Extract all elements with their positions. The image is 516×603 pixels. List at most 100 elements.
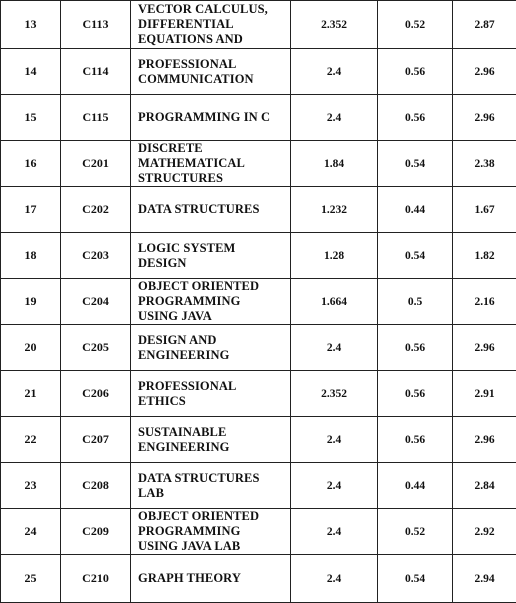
value-1-cell: 2.4 xyxy=(291,463,378,509)
value-3-cell: 2.96 xyxy=(453,325,516,371)
value-3-cell: 2.96 xyxy=(453,95,516,141)
value-1-text: 2.352 xyxy=(291,388,377,400)
course-name-text: OBJECT ORIENTED PROGRAMMING USING JAVA xyxy=(135,279,290,324)
course-name-cell: OBJECT ORIENTED PROGRAMMING USING JAVA xyxy=(131,279,291,325)
value-2-cell: 0.52 xyxy=(378,1,453,49)
course-name-cell: DISCRETE MATHEMATICAL STRUCTURES xyxy=(131,141,291,187)
course-name-text: SUSTAINABLE ENGINEERING xyxy=(135,425,290,455)
value-2-cell: 0.54 xyxy=(378,233,453,279)
value-1-cell: 2.4 xyxy=(291,509,378,555)
value-3-text: 2.96 xyxy=(453,342,516,354)
value-1-text: 2.4 xyxy=(291,342,377,354)
value-2-cell: 0.5 xyxy=(378,279,453,325)
value-1-text: 2.4 xyxy=(291,434,377,446)
serial-number-cell: 14 xyxy=(1,49,61,95)
serial-number-text: 20 xyxy=(1,340,60,355)
value-2-text: 0.52 xyxy=(378,526,452,538)
value-3-text: 2.87 xyxy=(453,19,516,31)
serial-number-cell: 16 xyxy=(1,141,61,187)
course-name-cell: PROGRAMMING IN C xyxy=(131,95,291,141)
course-name-text: PROGRAMMING IN C xyxy=(135,110,290,125)
value-1-text: 2.4 xyxy=(291,112,377,124)
course-code-text: C201 xyxy=(61,156,130,171)
course-name-cell: DATA STRUCTURES xyxy=(131,187,291,233)
value-3-text: 2.92 xyxy=(453,526,516,538)
value-3-text: 2.91 xyxy=(453,388,516,400)
course-name-text: PROFESSIONAL ETHICS xyxy=(135,379,290,409)
course-name-text: DESIGN AND ENGINEERING xyxy=(135,333,290,363)
value-3-text: 2.94 xyxy=(453,573,516,585)
serial-number-text: 13 xyxy=(1,17,60,32)
course-code-text: C205 xyxy=(61,340,130,355)
serial-number-cell: 13 xyxy=(1,1,61,49)
value-2-text: 0.56 xyxy=(378,112,452,124)
serial-number-cell: 20 xyxy=(1,325,61,371)
serial-number-cell: 15 xyxy=(1,95,61,141)
value-3-cell: 2.94 xyxy=(453,555,516,603)
value-1-cell: 2.4 xyxy=(291,49,378,95)
value-1-cell: 1.664 xyxy=(291,279,378,325)
value-1-cell: 2.4 xyxy=(291,95,378,141)
value-2-text: 0.54 xyxy=(378,250,452,262)
value-1-cell: 2.352 xyxy=(291,1,378,49)
value-1-cell: 2.4 xyxy=(291,417,378,463)
serial-number-text: 14 xyxy=(1,64,60,79)
course-name-text: DISCRETE MATHEMATICAL STRUCTURES xyxy=(135,141,290,186)
value-2-text: 0.56 xyxy=(378,434,452,446)
value-2-text: 0.54 xyxy=(378,573,452,585)
course-name-cell: PROFESSIONAL ETHICS xyxy=(131,371,291,417)
value-2-cell: 0.56 xyxy=(378,325,453,371)
course-code-text: C209 xyxy=(61,524,130,539)
course-name-text: PROFESSIONAL COMMUNICATION xyxy=(135,57,290,87)
value-2-cell: 0.54 xyxy=(378,141,453,187)
value-2-text: 0.5 xyxy=(378,296,452,308)
value-3-text: 2.96 xyxy=(453,434,516,446)
value-3-text: 1.67 xyxy=(453,204,516,216)
value-2-text: 0.56 xyxy=(378,66,452,78)
value-2-text: 0.44 xyxy=(378,480,452,492)
serial-number-text: 15 xyxy=(1,110,60,125)
course-name-text: OBJECT ORIENTED PROGRAMMING USING JAVA L… xyxy=(135,509,290,554)
serial-number-cell: 18 xyxy=(1,233,61,279)
value-3-cell: 2.16 xyxy=(453,279,516,325)
course-name-cell: VECTOR CALCULUS, DIFFERENTIAL EQUATIONS … xyxy=(131,1,291,49)
value-2-cell: 0.56 xyxy=(378,95,453,141)
serial-number-cell: 19 xyxy=(1,279,61,325)
course-name-cell: GRAPH THEORY xyxy=(131,555,291,603)
course-code-text: C210 xyxy=(61,571,130,586)
value-3-text: 1.82 xyxy=(453,250,516,262)
course-code-text: C207 xyxy=(61,432,130,447)
course-name-cell: DATA STRUCTURES LAB xyxy=(131,463,291,509)
serial-number-cell: 21 xyxy=(1,371,61,417)
value-2-text: 0.56 xyxy=(378,388,452,400)
course-name-cell: LOGIC SYSTEM DESIGN xyxy=(131,233,291,279)
course-code-cell: C113 xyxy=(61,1,131,49)
course-code-cell: C208 xyxy=(61,463,131,509)
serial-number-text: 25 xyxy=(1,571,60,586)
value-2-text: 0.56 xyxy=(378,342,452,354)
value-1-text: 2.4 xyxy=(291,573,377,585)
value-3-cell: 2.91 xyxy=(453,371,516,417)
value-2-cell: 0.44 xyxy=(378,463,453,509)
serial-number-text: 17 xyxy=(1,202,60,217)
course-code-cell: C202 xyxy=(61,187,131,233)
course-code-text: C113 xyxy=(61,17,130,32)
value-3-cell: 1.67 xyxy=(453,187,516,233)
course-code-cell: C210 xyxy=(61,555,131,603)
serial-number-text: 24 xyxy=(1,524,60,539)
value-1-text: 1.664 xyxy=(291,296,377,308)
value-1-cell: 2.352 xyxy=(291,371,378,417)
value-2-cell: 0.54 xyxy=(378,555,453,603)
value-2-text: 0.52 xyxy=(378,19,452,31)
value-1-text: 2.4 xyxy=(291,480,377,492)
course-code-cell: C203 xyxy=(61,233,131,279)
serial-number-text: 23 xyxy=(1,478,60,493)
